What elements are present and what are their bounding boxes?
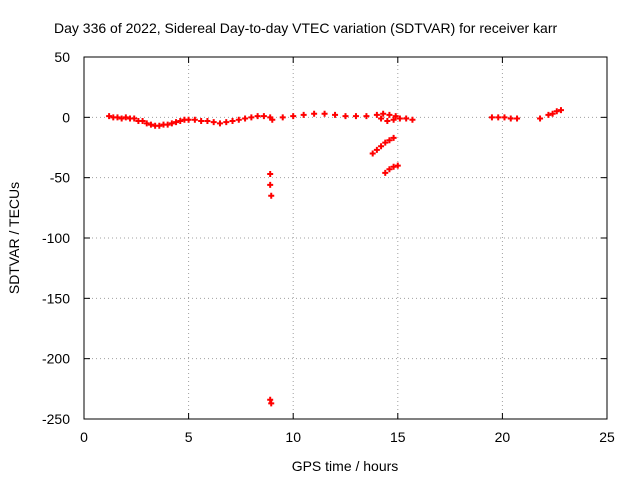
data-point [384,117,391,124]
data-point [156,122,163,129]
y-tick-label: -250 [42,411,70,427]
x-axis: 0 5 10 15 20 25 [80,57,615,445]
data-point [501,114,508,121]
y-tick-label: -150 [42,290,70,306]
x-tick-label: 25 [599,429,615,445]
data-point [106,113,113,120]
data-point [242,115,249,122]
data-point [164,121,171,128]
data-point [198,117,205,124]
x-axis-label: GPS time / hours [292,458,399,474]
data-point [268,192,275,199]
x-tick-label: 5 [185,429,193,445]
data-point [248,114,255,121]
data-point [204,117,211,124]
data-point [382,169,389,176]
y-axis: -250 -200 -150 -100 -50 0 50 [42,49,607,427]
data-point [229,117,236,124]
grid-lines [84,57,607,419]
data-point [557,107,564,114]
data-point [382,139,389,146]
chart-title: Day 336 of 2022, Sidereal Day-to-day VTE… [54,20,557,36]
data-point [507,115,514,122]
x-tick-label: 0 [80,429,88,445]
data-point [210,119,217,126]
data-point [268,400,275,407]
y-tick-label: 50 [54,49,70,65]
data-point [223,119,230,126]
data-point [537,115,544,122]
data-point [114,114,121,121]
data-point [369,150,376,157]
data-point [386,137,393,144]
data-point [177,117,184,124]
data-point [488,114,495,121]
y-tick-label: -50 [50,170,70,186]
data-point [235,116,242,123]
data-point [396,115,403,122]
data-point [378,115,385,122]
data-point [549,110,556,117]
data-point [321,110,328,117]
data-point [122,114,129,121]
data-point [216,120,223,127]
data-point [363,113,370,120]
data-point [403,115,410,122]
data-point [390,163,397,170]
data-point [378,143,385,150]
data-point [191,116,198,123]
data-point [373,146,380,153]
data-point [290,113,297,120]
data-point [495,114,502,121]
data-point [373,111,380,118]
data-point [185,116,192,123]
data-points [106,107,564,407]
data-point [380,110,387,117]
data-point [352,113,359,120]
y-tick-label: -200 [42,351,70,367]
x-tick-label: 20 [495,429,511,445]
data-point [173,119,180,126]
y-tick-label: 0 [62,109,70,125]
data-point [386,111,393,118]
data-point [409,116,416,123]
data-point [147,121,154,128]
data-point [394,162,401,169]
data-point [392,113,399,120]
data-point [545,111,552,118]
x-tick-label: 10 [285,429,301,445]
y-axis-label: SDTVAR / TECUs [6,182,22,294]
data-point [254,113,261,120]
data-point [386,166,393,173]
data-point [267,396,274,403]
y-tick-label: -100 [42,230,70,246]
data-point [118,115,125,122]
data-point [143,120,150,127]
data-point [390,134,397,141]
data-point [168,120,175,127]
data-point [514,115,521,122]
data-point [260,113,267,120]
data-point [131,115,138,122]
data-point [553,108,560,115]
x-tick-label: 15 [390,429,406,445]
data-point [332,111,339,118]
data-point [279,114,286,121]
data-point [300,111,307,118]
data-point [267,181,274,188]
data-point [342,113,349,120]
data-point [267,171,274,178]
data-point [139,117,146,124]
data-point [311,110,318,117]
data-point [390,116,397,123]
data-point [269,116,276,123]
